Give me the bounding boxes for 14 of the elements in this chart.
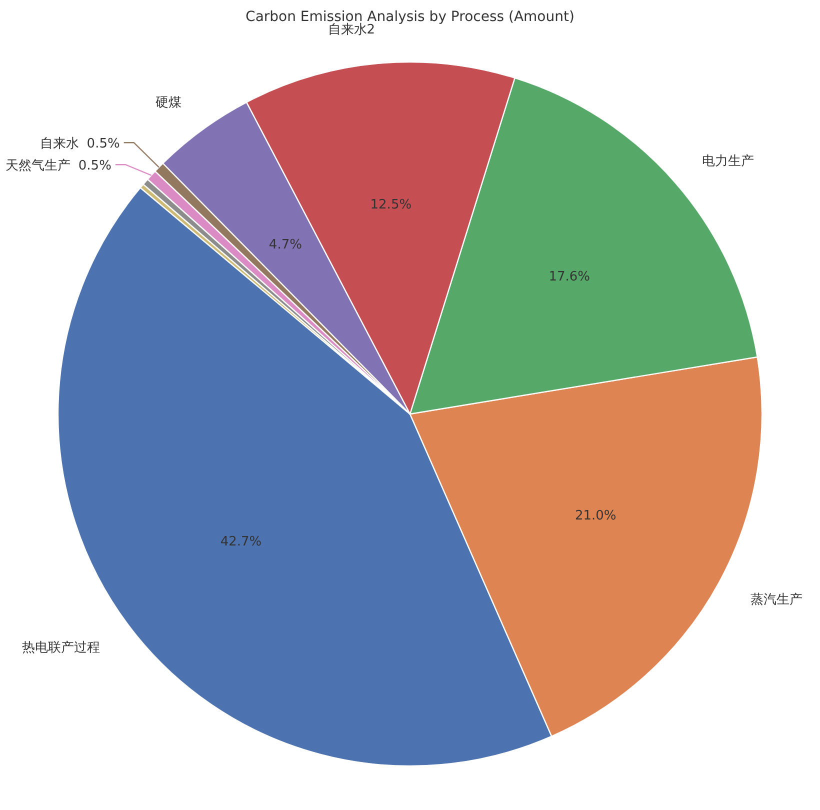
- slice-label: 蒸汽生产: [750, 592, 802, 608]
- slice-label: 天然气生产: [5, 158, 70, 174]
- slice-label: 电力生产: [702, 154, 754, 169]
- data-label: 17.6%: [548, 269, 590, 284]
- data-label: 0.5%: [86, 136, 120, 152]
- data-label: 21.0%: [574, 508, 616, 524]
- data-label: 42.7%: [220, 534, 262, 550]
- data-label: 4.7%: [268, 237, 302, 252]
- data-label: 0.5%: [78, 158, 112, 174]
- slice-label: 硬煤: [156, 95, 182, 110]
- slice-label: 热电联产过程: [22, 640, 100, 656]
- data-label: 12.5%: [370, 198, 412, 213]
- slice-label: 自来水2: [328, 22, 376, 38]
- slice-label: 自来水: [40, 136, 79, 152]
